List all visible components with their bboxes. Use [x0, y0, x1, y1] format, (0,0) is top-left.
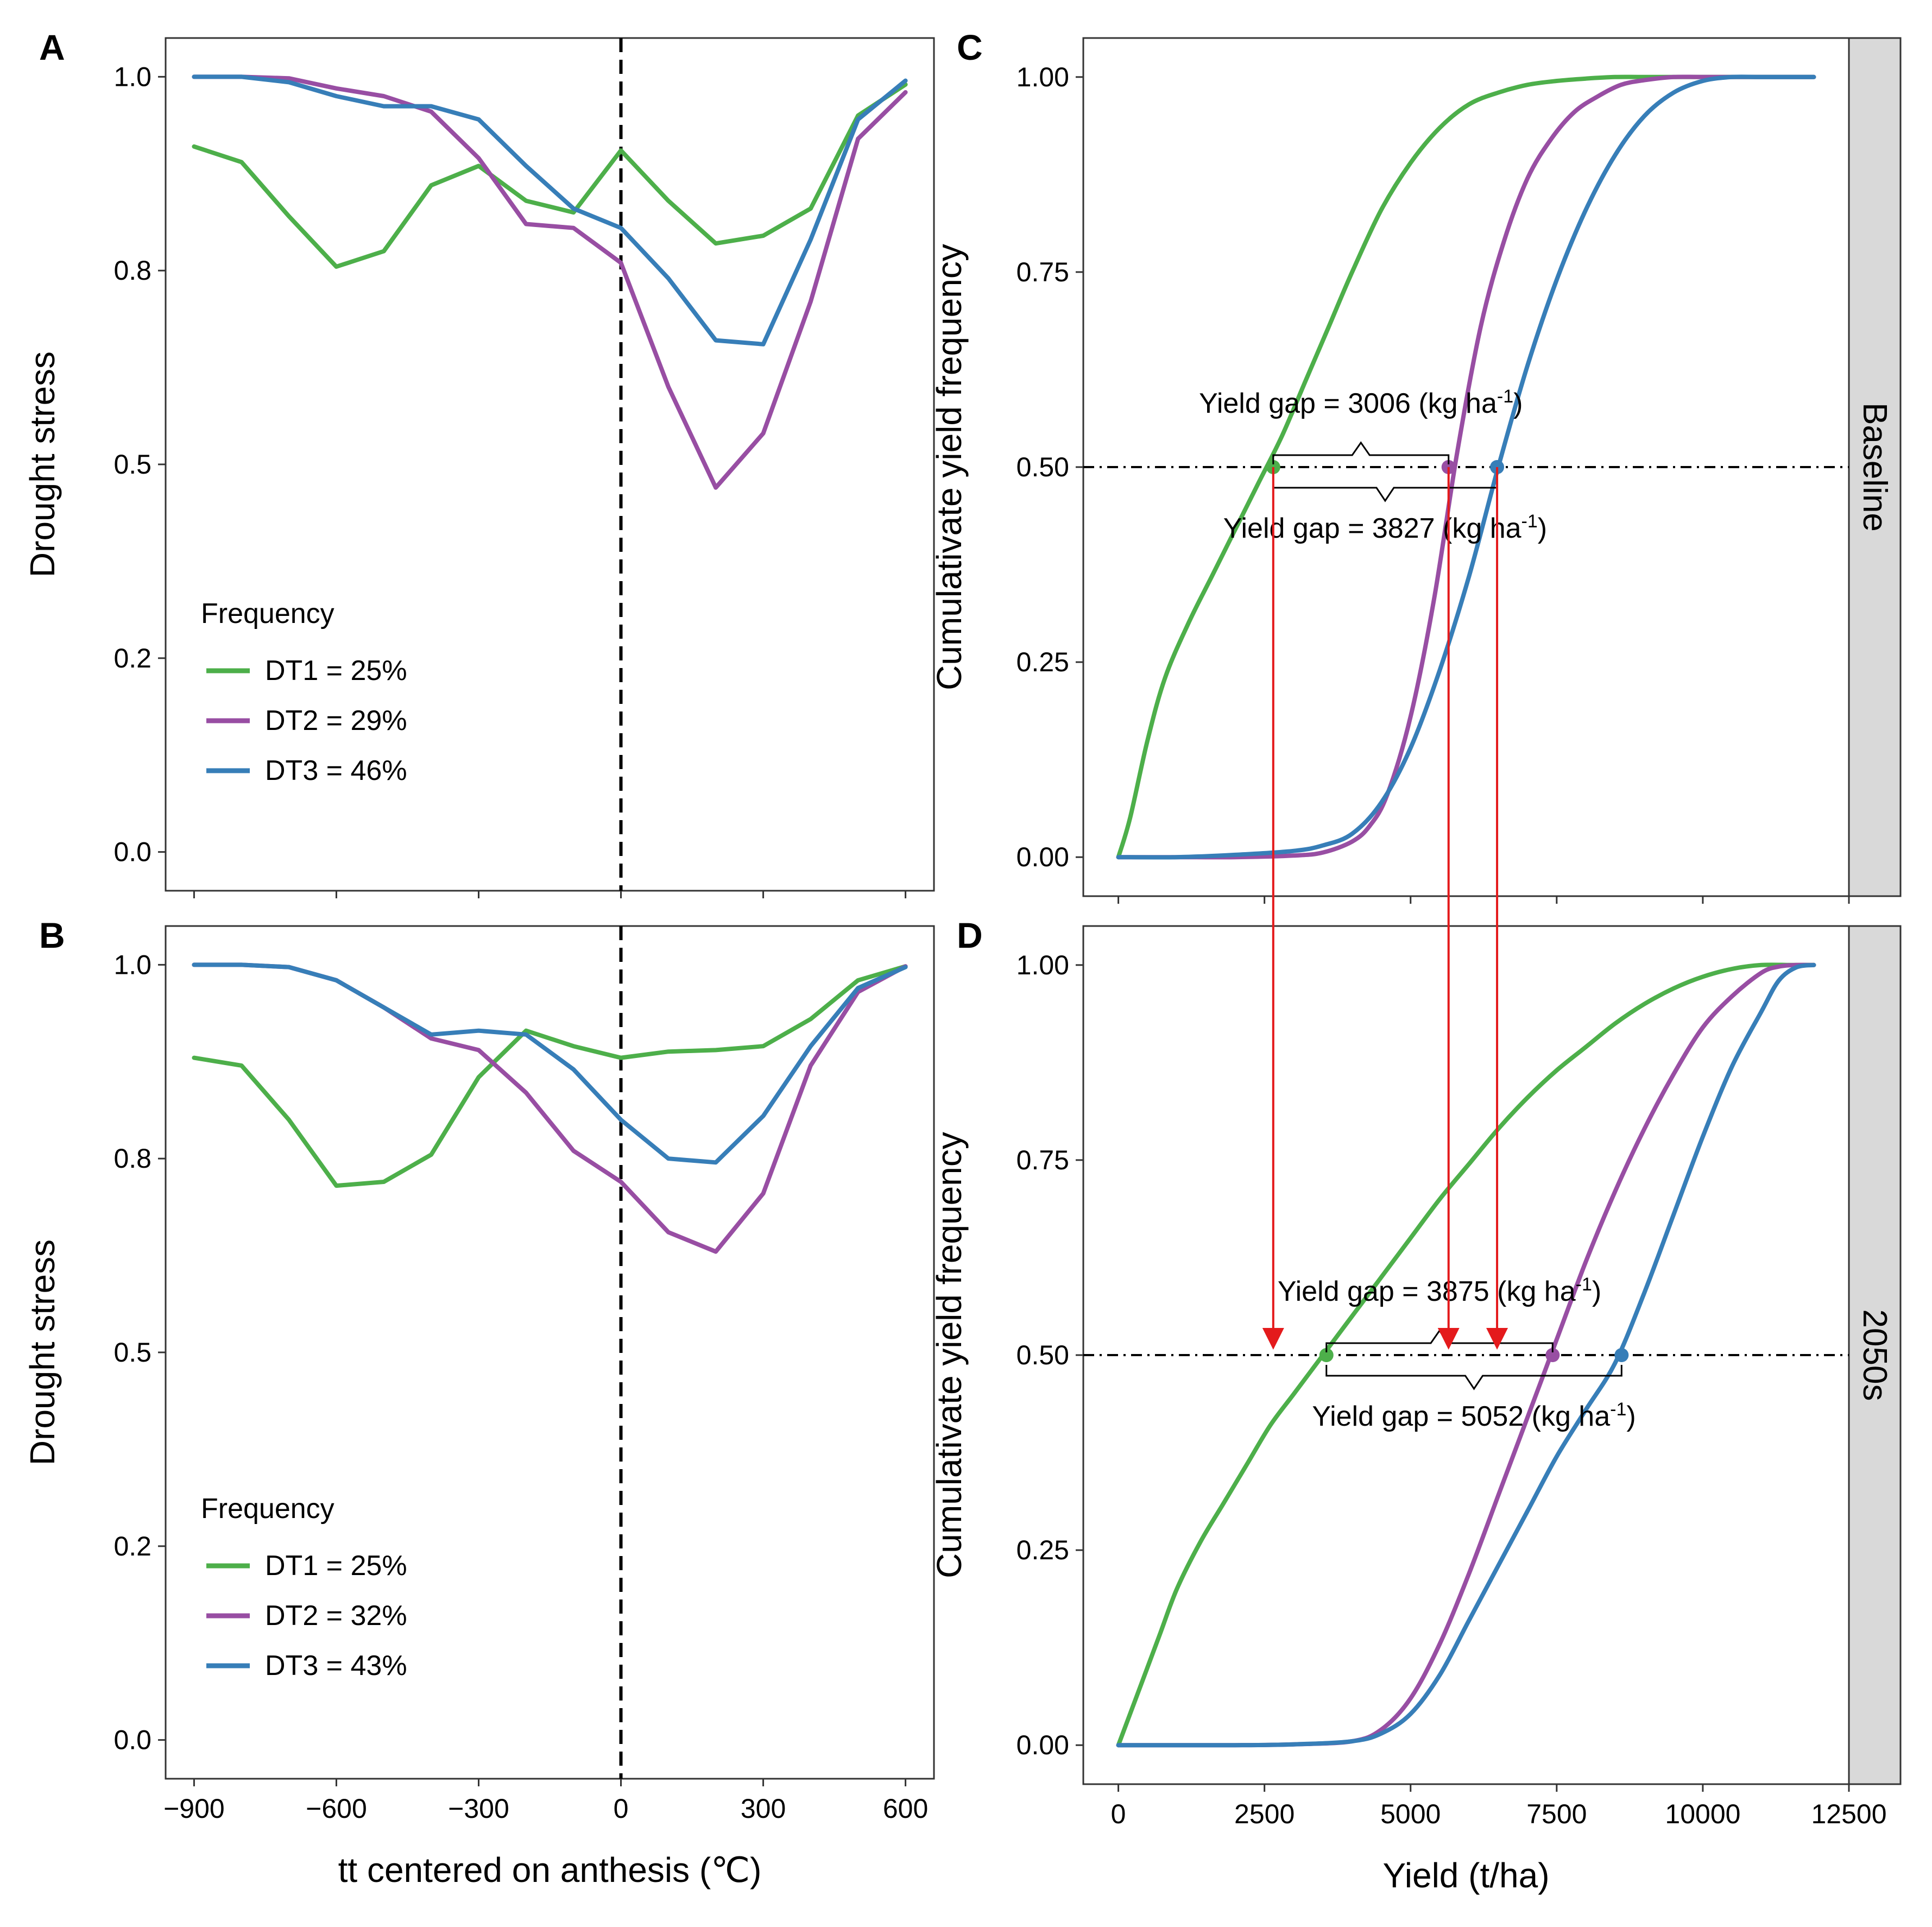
- panel-c: Baseline C 0.00 0.25 0.50 0.75 1.00 Cumulativat…: [930, 27, 1902, 904]
- yield-gap-brace: [1325, 1329, 1554, 1352]
- series-line-dt2: [192, 74, 908, 490]
- series-line-dt1: [192, 82, 908, 269]
- legend-label-dt2: DT2 = 29%: [265, 705, 407, 736]
- panel-letter: C: [957, 27, 983, 67]
- y-tick-label: 1.00: [1016, 62, 1069, 92]
- x-tick-label: 12500: [1811, 1799, 1886, 1829]
- y-tick-label: 0.50: [1016, 452, 1069, 482]
- y-tick-label: 1.0: [113, 61, 151, 92]
- legend-title: Frequency: [201, 1493, 334, 1525]
- facet-strip: [1848, 925, 1902, 1785]
- yield-gap-label: Yield gap = 5052 (kg ha-1): [1312, 1399, 1636, 1432]
- panel-a: A 0.0 0.2 0.5 0.8 1.0 Drought stress Frequency D…: [23, 27, 935, 898]
- y-axis-title: Drought stress: [23, 351, 62, 577]
- legend-label-dt1: DT1 = 25%: [265, 1550, 407, 1582]
- series-line-dt3: [1116, 962, 1816, 1748]
- panel-d: 2050s D 0.00 0.25 0.50 0.75 1.00 0 2500 5000 7500 1…: [930, 915, 1902, 1895]
- legend-label-dt2: DT2 = 32%: [265, 1600, 407, 1632]
- yield-gap-close: ): [1626, 1401, 1636, 1432]
- x-axis-title: Yield (t/ha): [1382, 1856, 1549, 1895]
- y-tick-label: 0.25: [1016, 647, 1069, 677]
- x-tick-label: −300: [448, 1793, 509, 1824]
- series-line-dt1: [1116, 74, 1816, 860]
- x-tick-label: 0: [614, 1793, 629, 1824]
- panel-b: B 0.0 0.2 0.5 0.8 1.0 −900 −600 −300 0 300 600 Droug…: [23, 915, 935, 1890]
- yield-gap-unit-exponent: -1: [1497, 386, 1513, 407]
- facet-strip-label: 2050s: [1856, 1309, 1893, 1401]
- y-tick-label: 0.25: [1016, 1535, 1069, 1565]
- yield-gap-brace: [1272, 441, 1450, 464]
- x-tick-label: 10000: [1665, 1799, 1740, 1829]
- yield-gap-unit-exponent: -1: [1576, 1274, 1592, 1295]
- facet-strip: [1848, 37, 1902, 897]
- panel-letter: A: [39, 27, 65, 67]
- y-tick-label: 0.75: [1016, 1145, 1069, 1175]
- yield-gap-label: Yield gap = 3875 (kg ha-1): [1278, 1274, 1601, 1307]
- y-tick-label: 0.8: [113, 255, 151, 286]
- y-tick-label: 0.8: [113, 1143, 151, 1174]
- yield-gap-unit-exponent: -1: [1521, 511, 1538, 532]
- series-line-dt1: [192, 964, 908, 1188]
- y-tick-label: 0.2: [113, 1531, 151, 1561]
- x-tick-label: −900: [163, 1793, 225, 1824]
- yield-gap-text: Yield gap = 3827 (kg ha: [1223, 513, 1521, 544]
- facet-strip-label: Baseline: [1856, 402, 1893, 532]
- legend-label-dt3: DT3 = 46%: [265, 755, 407, 786]
- y-tick-label: 0.5: [113, 449, 151, 480]
- y-tick-label: 0.2: [113, 643, 151, 673]
- series-line-dt1: [1116, 962, 1816, 1748]
- y-tick-label: 0.00: [1016, 1730, 1069, 1760]
- median-point-dt2: [1545, 1348, 1560, 1362]
- legend-label-dt3: DT3 = 43%: [265, 1650, 407, 1682]
- y-axis-title: Cumulativate yield frequency: [930, 244, 969, 690]
- x-tick-label: 2500: [1234, 1799, 1295, 1829]
- legend-label-dt1: DT1 = 25%: [265, 655, 407, 687]
- x-tick-label: 600: [883, 1793, 928, 1824]
- x-tick-label: 7500: [1526, 1799, 1587, 1829]
- yield-gap-brace: [1272, 477, 1498, 502]
- yield-gap-unit-exponent: -1: [1610, 1399, 1626, 1420]
- y-tick-label: 0.50: [1016, 1340, 1069, 1370]
- x-tick-label: 0: [1111, 1799, 1126, 1829]
- y-tick-label: 0.00: [1016, 842, 1069, 872]
- yield-gap-label: Yield gap = 3827 (kg ha-1): [1223, 511, 1547, 544]
- y-axis-title: Cumulativate yield frequency: [930, 1132, 969, 1578]
- yield-gap-text: Yield gap = 5052 (kg ha: [1312, 1401, 1610, 1432]
- yield-gap-close: ): [1513, 388, 1523, 419]
- x-axis-title: tt centered on anthesis (℃): [338, 1850, 762, 1890]
- yield-gap-close: ): [1538, 513, 1547, 544]
- yield-gap-text: Yield gap = 3875 (kg ha: [1278, 1276, 1576, 1307]
- yield-gap-brace: [1325, 1365, 1622, 1390]
- series-line-dt2: [192, 962, 908, 1254]
- legend-title: Frequency: [201, 598, 334, 629]
- series-line-dt2: [1116, 74, 1816, 860]
- y-tick-label: 1.0: [113, 949, 151, 980]
- yield-gap-text: Yield gap = 3006 (kg ha: [1199, 388, 1497, 419]
- y-tick-label: 0.0: [113, 1725, 151, 1755]
- median-point-dt1: [1319, 1348, 1334, 1362]
- y-tick-label: 0.75: [1016, 257, 1069, 287]
- yield-gap-label: Yield gap = 3006 (kg ha-1): [1199, 386, 1523, 419]
- x-tick-label: 300: [741, 1793, 786, 1824]
- series-line-dt3: [192, 74, 908, 347]
- panel-letter: B: [39, 915, 65, 955]
- series-line-dt3: [192, 962, 908, 1165]
- y-tick-label: 0.5: [113, 1337, 151, 1368]
- x-tick-label: 5000: [1380, 1799, 1441, 1829]
- y-tick-label: 1.00: [1016, 950, 1069, 980]
- x-tick-label: −600: [306, 1793, 367, 1824]
- median-point-dt3: [1614, 1348, 1629, 1362]
- yield-gap-close: ): [1592, 1276, 1601, 1307]
- y-tick-label: 0.0: [113, 837, 151, 867]
- series-line-dt3: [1116, 74, 1816, 860]
- y-axis-title: Drought stress: [23, 1239, 62, 1465]
- panel-letter: D: [957, 915, 983, 955]
